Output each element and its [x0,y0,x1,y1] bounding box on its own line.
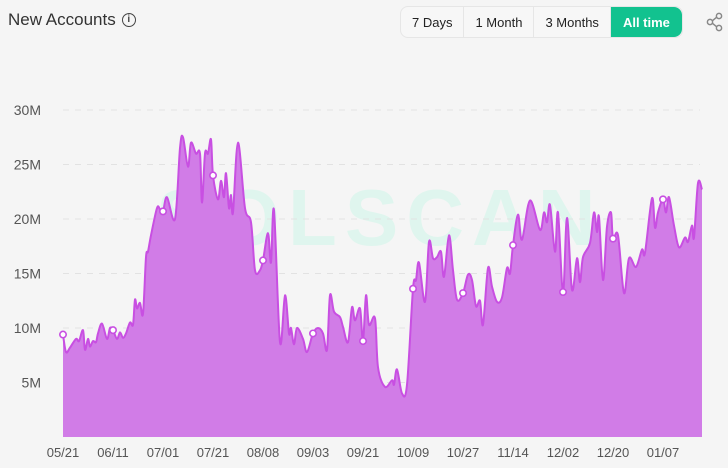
data-point [358,337,367,346]
x-tick-label: 05/21 [47,445,80,460]
data-point [159,207,168,216]
range-7-days-button[interactable]: 7 Days [401,7,465,37]
time-range-selector: 7 Days 1 Month 3 Months All time [400,6,683,38]
x-tick-label: 09/21 [347,445,380,460]
y-tick-label: 10M [14,320,41,336]
x-tick-label: 08/08 [247,445,280,460]
y-tick-label: 20M [14,211,41,227]
x-tick-label: 01/07 [647,445,680,460]
y-tick-label: 30M [14,102,41,118]
y-tick-label: 5M [22,375,41,391]
series-line [62,134,703,398]
x-tick-label: 07/21 [197,445,230,460]
data-point [508,241,517,250]
x-tick-label: 12/02 [547,445,580,460]
data-point [308,329,317,338]
data-point [558,288,567,297]
x-tick-label: 12/20 [597,445,630,460]
x-tick-label: 10/27 [447,445,480,460]
area-fill [63,135,702,437]
data-point [109,326,118,335]
x-tick-label: 06/11 [97,445,129,460]
data-point [258,256,267,265]
x-tick-label: 07/01 [147,445,180,460]
y-tick-label: 15M [14,266,41,282]
info-circle-icon[interactable]: i [121,13,136,27]
data-point [608,234,617,243]
data-point [209,171,218,180]
range-all-time-button[interactable]: All time [610,7,682,37]
chart-title: New Accounts [8,10,116,29]
data-point [658,195,667,204]
range-3-months-button[interactable]: 3 Months [534,7,611,37]
data-point [58,330,67,339]
x-tick-label: 11/14 [497,445,529,460]
y-tick-label: 25M [14,157,41,173]
data-point [458,289,467,298]
range-1-month-button[interactable]: 1 Month [464,7,535,37]
x-tick-label: 10/09 [397,445,430,460]
x-tick-label: 09/03 [297,445,330,460]
data-point [408,284,417,293]
share-icon[interactable] [706,12,724,32]
chart-title-group: New Accounts i [8,10,136,30]
